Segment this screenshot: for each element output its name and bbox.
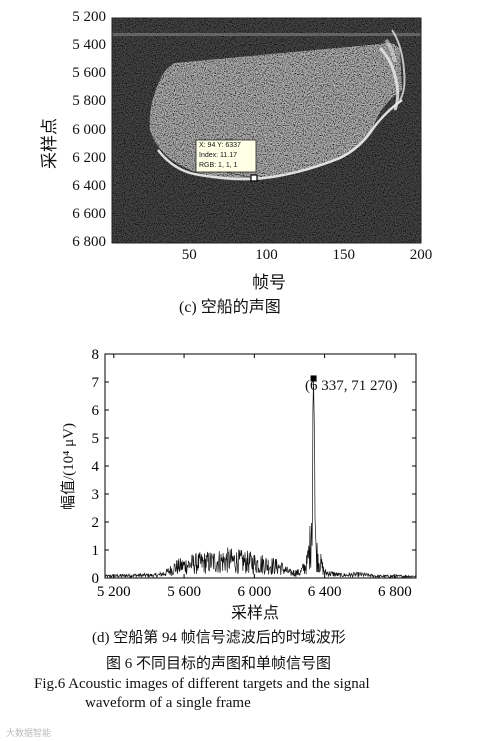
figure-caption-cn: 图 6 不同目标的声图和单帧信号图 [106,656,332,672]
datatip-line-3: RGB: 1, 1, 1 [199,162,238,169]
panel-d-x-tick-label: 6 000 [237,584,271,600]
panel-d-y-tick-label: 7 [92,375,100,391]
hull-side-echo [378,46,400,111]
datatip-line-1: X: 94 Y: 6337 [199,142,241,149]
panel-c-x-tick-label: 200 [409,247,433,263]
panel-c-y-tick-label: 6 400 [72,177,106,194]
datatip-marker [250,174,258,182]
panel-d-x-tick-label: 5 600 [167,584,201,600]
panel-d-caption: (d) 空船第 94 帧信号滤波后的时域波形 [92,630,346,646]
hull-bottom-echo [157,98,403,181]
panel-d-x-tick-label: 6 400 [308,584,342,600]
panel-c-y-tick-label: 5 800 [72,93,106,110]
figure-caption-en-line1: Fig.6 Acoustic images of different targe… [34,676,370,692]
panel-d-x-axis-label: 采样点 [231,605,280,622]
panel-c-y-tick-label: 5 200 [72,9,106,25]
panel-c-y-tick-label: 6 600 [72,205,106,222]
panel-c-x-axis-label: 帧号 [252,273,286,292]
panel-d-y-tick-label: 0 [92,571,100,587]
panel-c-y-tick-label: 6 000 [72,121,106,138]
panel-d-x-tick-label: 6 800 [378,584,412,600]
panel-c-y-tick-label: 6 200 [72,149,106,166]
panel-c-caption: (c) 空船的声图 [179,299,281,316]
panel-d-y-tick-label: 6 [92,403,100,419]
panel-d-y-tick-label: 5 [92,431,100,447]
panel-c-y-tick-label: 5 600 [72,65,106,82]
datatip-line-2: Index: 11.17 [199,152,238,159]
waveform-line [104,378,417,579]
panel-d-y-tick-label: 4 [92,459,100,475]
panel-c-y-tick-label: 5 400 [72,37,106,54]
panel-c-x-tick-label: 100 [255,247,278,263]
panel-c-x-tick-label: 50 [181,247,197,263]
panel-d-x-tick-label: 5 200 [97,584,131,600]
watermark-logo: 大数据智能 [6,728,52,738]
panel-c-x-tick-label: 150 [332,247,356,263]
peak-label: (6 337, 71 270) [305,378,398,394]
peak-marker [310,375,317,382]
panel-d-y-tick-label: 1 [92,543,100,559]
panel-d-y-tick-label: 3 [92,487,100,503]
panel-d-y-axis-label: 幅值/(10⁴ μV) [61,422,78,511]
panel-c-y-tick-label: 6 800 [72,234,106,250]
panel-d-y-tick-label: 2 [92,515,100,531]
figure-caption-en-line2: waveform of a single frame [85,695,251,711]
panel-d-y-tick-label: 8 [92,347,100,363]
